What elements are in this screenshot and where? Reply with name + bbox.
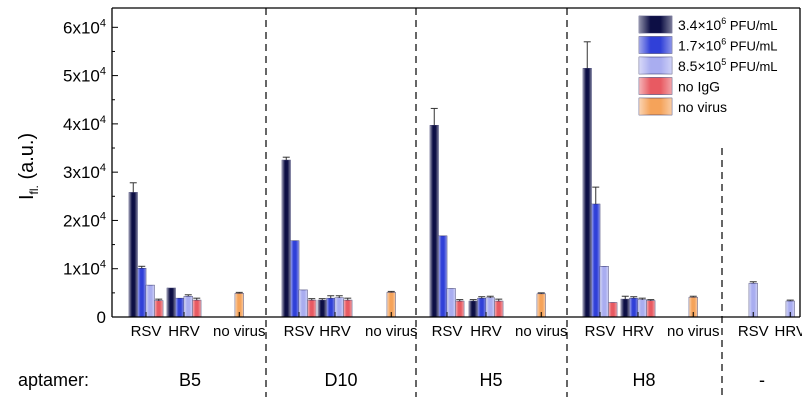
aptamer-name: - — [759, 370, 765, 390]
bar-highlight — [318, 300, 327, 317]
bar-highlight — [689, 297, 698, 317]
y-axis-label: Ifl. (a.u.) — [16, 133, 41, 200]
legend-swatch-highlight — [639, 77, 672, 95]
bar-highlight — [343, 300, 352, 317]
bar-highlight — [646, 300, 655, 317]
axes-layer — [111, 7, 801, 397]
aptamer-name: D10 — [324, 370, 357, 390]
y-tick-label: 2x104 — [63, 210, 106, 230]
bar-highlight — [486, 297, 495, 317]
bar-highlight — [290, 240, 299, 317]
x-category-label: HRV — [319, 323, 350, 340]
bar-highlight — [326, 298, 335, 317]
y-tick-label: 5x104 — [63, 66, 106, 86]
bar-highlight — [608, 302, 617, 317]
legend-label: 3.4×106 PFU/mL — [678, 16, 778, 33]
x-category-label: RSV — [585, 323, 616, 340]
legend-label: no virus — [678, 99, 727, 115]
x-category-label: HRV — [622, 323, 653, 340]
bar-highlight — [146, 285, 155, 317]
aptamer-name: H8 — [632, 370, 655, 390]
bar-highlight — [184, 296, 193, 317]
x-category-label: no virus — [667, 323, 720, 340]
bar-highlight — [299, 289, 308, 317]
aptamer-row-label: aptamer: — [18, 370, 89, 390]
y-tick-label: 4x104 — [63, 114, 106, 134]
x-category-label: RSV — [738, 323, 769, 340]
x-category-label: HRV — [775, 323, 802, 340]
y-tick-label: 0 — [97, 308, 106, 327]
bar-highlight — [629, 298, 638, 317]
x-category-label: no virus — [213, 323, 266, 340]
bar-highlight — [494, 301, 503, 317]
bar-highlight — [621, 299, 630, 317]
x-category-label: RSV — [432, 323, 463, 340]
bar-highlight — [447, 288, 456, 317]
y-tick-label: 3x104 — [63, 162, 106, 182]
legend: 3.4×106 PFU/mL 1.7×106 PFU/mL 8.5×105 PFU/… — [638, 15, 778, 116]
labels-layer: 0 1x104 2x104 3x104 4x104 5x104 6x104 Ifl. (a.u… — [16, 17, 802, 390]
x-category-label: RSV — [284, 323, 315, 340]
bar-highlight — [455, 301, 464, 317]
aptamer-name: B5 — [179, 370, 201, 390]
y-tick-label: 1x104 — [63, 259, 106, 279]
x-category-label: no virus — [365, 323, 418, 340]
x-category-label: HRV — [470, 323, 501, 340]
legend-label: 8.5×105 PFU/mL — [678, 57, 778, 74]
aptamer-name: H5 — [479, 370, 502, 390]
bar-highlight — [192, 300, 201, 317]
legend-swatch-highlight — [639, 57, 672, 74]
bar-highlight — [477, 298, 486, 317]
bar-highlight — [749, 283, 758, 317]
x-category-label: RSV — [131, 323, 162, 340]
bar-highlight — [137, 268, 146, 317]
bar-highlight — [175, 298, 184, 317]
bar-highlight — [583, 68, 592, 317]
legend-label: no IgG — [678, 79, 720, 95]
bar-highlight — [387, 292, 396, 317]
bar-highlight — [786, 301, 795, 317]
x-category-label: HRV — [168, 323, 199, 340]
bar-highlight — [600, 266, 609, 317]
bar-highlight — [430, 125, 439, 317]
bar-highlight — [335, 297, 344, 317]
bar-highlight — [282, 160, 291, 317]
legend-swatch-highlight — [639, 36, 672, 54]
legend-swatch-highlight — [639, 16, 672, 33]
y-tick-label: 6x104 — [63, 17, 106, 37]
bar-highlight — [638, 299, 647, 317]
bar-highlight — [469, 301, 478, 317]
bar-highlight — [537, 293, 546, 317]
x-category-label: no virus — [515, 323, 568, 340]
legend-swatch-highlight — [639, 98, 672, 115]
bar-highlight — [307, 300, 316, 317]
bar-highlight — [235, 293, 244, 317]
bar-highlight — [129, 192, 138, 317]
bar-highlight — [167, 288, 176, 317]
bar-highlight — [591, 204, 600, 317]
bar-highlight — [154, 300, 163, 317]
bar-highlight — [438, 235, 447, 317]
legend-label: 1.7×106 PFU/mL — [678, 37, 778, 54]
bars-layer — [128, 41, 795, 318]
